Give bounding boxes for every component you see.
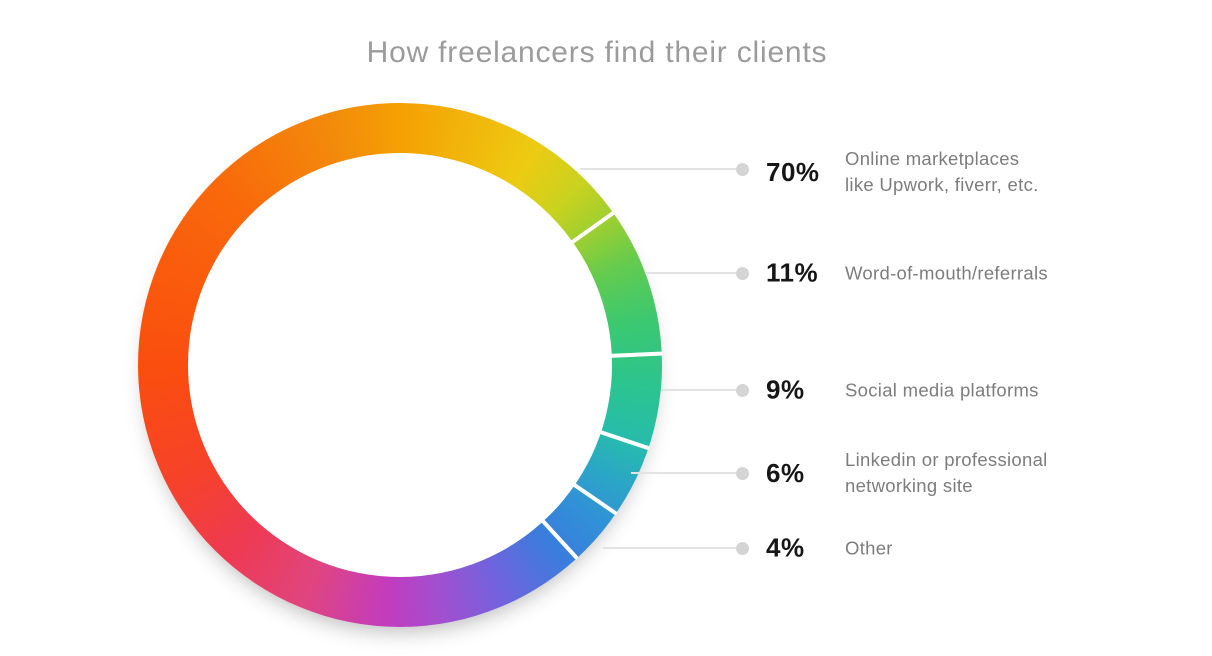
leader-dot-other [736, 542, 749, 555]
leader-dot-online-marketplaces [736, 163, 749, 176]
legend-item-social-media: 9% Social media platforms [766, 375, 1186, 406]
leader-dot-linkedin [736, 467, 749, 480]
legend-percent: 70% [766, 156, 820, 187]
leader-line-other [603, 547, 736, 549]
donut-chart [138, 103, 663, 627]
donut-hole [188, 153, 612, 577]
legend-percent: 4% [766, 532, 805, 563]
legend-percent: 9% [766, 374, 805, 405]
legend-item-online-marketplaces: 70% Online marketplaces like Upwork, fiv… [766, 146, 1186, 198]
legend-percent: 6% [766, 457, 805, 488]
chart-title: How freelancers find their clients [366, 36, 828, 69]
leader-line-word-of-mouth [645, 272, 736, 274]
legend-percent: 11% [766, 257, 819, 288]
legend-item-linkedin: 6% Linkedin or professional networking s… [766, 447, 1186, 499]
legend-label: Word-of-mouth/referrals [845, 262, 1048, 283]
leader-dot-word-of-mouth [736, 267, 749, 280]
leader-dot-social-media [736, 384, 749, 397]
legend-item-word-of-mouth: 11% Word-of-mouth/referrals [766, 258, 1186, 289]
leader-line-linkedin [631, 472, 736, 474]
legend-label: Social media platforms [845, 379, 1039, 400]
leader-line-social-media [661, 389, 736, 391]
legend-item-other: 4% Other [766, 533, 1186, 564]
legend-label: Linkedin or professional networking site [845, 449, 1048, 496]
legend-label: Other [845, 537, 893, 558]
legend-label: Online marketplaces like Upwork, fiverr,… [845, 148, 1039, 195]
leader-line-online-marketplaces [580, 168, 736, 170]
